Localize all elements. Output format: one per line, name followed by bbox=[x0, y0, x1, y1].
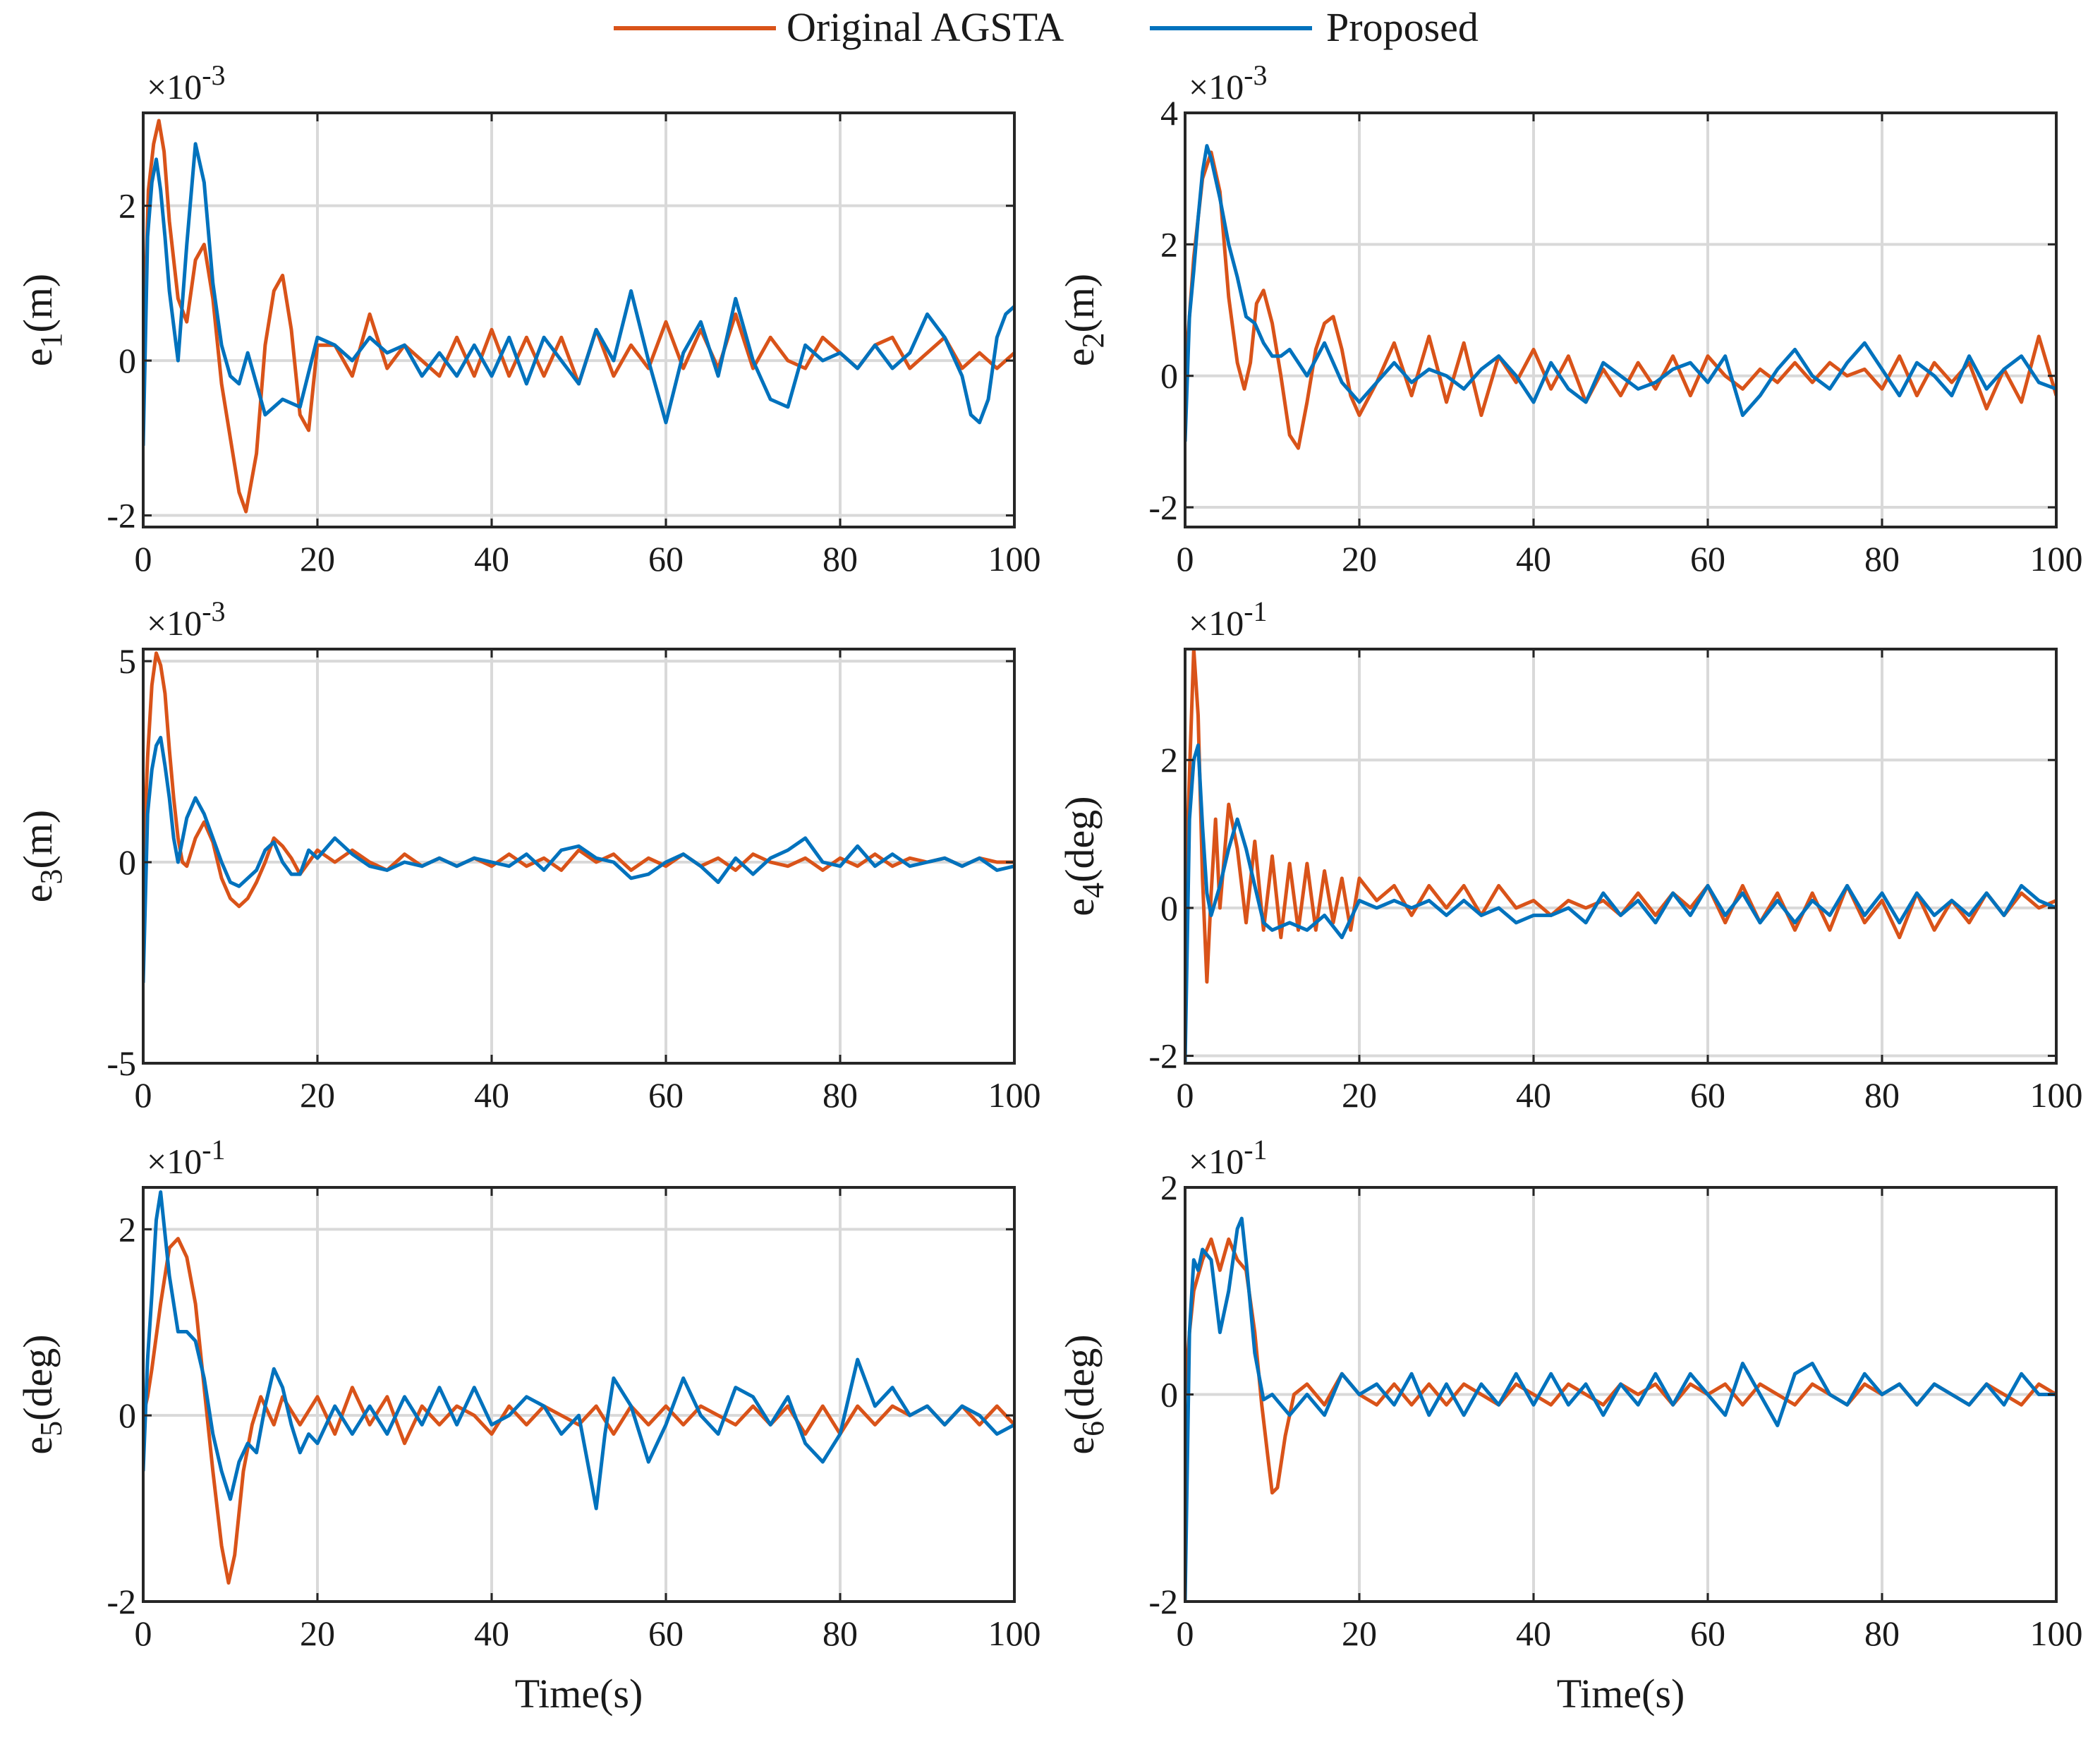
e2-series-original-agsta bbox=[1185, 150, 2056, 450]
e5-ytick-label-1: 0 bbox=[119, 1396, 136, 1435]
e6-exponent-label: ×10-1 bbox=[1189, 1134, 1268, 1181]
e4-xtick-label-1: 20 bbox=[1342, 1075, 1377, 1115]
e1-series-proposed bbox=[143, 142, 1014, 446]
e1-ylabel: e1(m) bbox=[15, 274, 68, 367]
e2-axes-frame bbox=[1184, 111, 2058, 528]
e6-xtick-label-4: 80 bbox=[1864, 1614, 1900, 1653]
e5-xlabel: Time(s) bbox=[515, 1671, 643, 1717]
e5-series-proposed bbox=[143, 1190, 1014, 1511]
e1-ytick-label-0: -2 bbox=[107, 496, 136, 535]
e4-xtick-label-0: 0 bbox=[1177, 1075, 1194, 1115]
e4-xtick-label-2: 40 bbox=[1516, 1075, 1551, 1115]
e4-ytick-label-2: 2 bbox=[1160, 740, 1178, 780]
e1-xtick-label-4: 80 bbox=[823, 539, 858, 579]
e3-xtick-label-3: 60 bbox=[648, 1075, 684, 1115]
e1-xtick-label-5: 100 bbox=[988, 539, 1041, 579]
e1-axes-frame bbox=[142, 111, 1016, 528]
e5-xtick-label-0: 0 bbox=[135, 1614, 152, 1653]
e2-ytick-label-2: 2 bbox=[1160, 224, 1178, 264]
e2-xtick-label-5: 100 bbox=[2030, 539, 2083, 579]
e3-exponent-label: ×10-3 bbox=[147, 595, 226, 643]
e1-xtick-label-2: 40 bbox=[474, 539, 509, 579]
subplot-e5: 0 20 40 60 80 100-202×10-1e5(deg)Time(s) bbox=[15, 1134, 1041, 1717]
e2-ylabel: e2(m) bbox=[1057, 274, 1110, 367]
e3-axes-frame bbox=[142, 648, 1016, 1065]
e2-xtick-label-1: 20 bbox=[1342, 539, 1377, 579]
e5-axes-frame bbox=[142, 1186, 1016, 1603]
e3-series-original-agsta bbox=[143, 651, 1014, 909]
subplot-e1: 0 20 40 60 80 100 -2 0 2 ×10-3 e1(m) bbox=[15, 59, 1041, 579]
e4-xtick-label-5: 100 bbox=[2030, 1075, 2083, 1115]
e2-xtick-label-4: 80 bbox=[1864, 539, 1900, 579]
e5-ytick-label-0: -2 bbox=[107, 1582, 136, 1621]
e6-xtick-label-0: 0 bbox=[1177, 1614, 1194, 1653]
e5-xtick-label-1: 20 bbox=[300, 1614, 335, 1653]
e5-xtick-label-5: 100 bbox=[988, 1614, 1041, 1653]
e5-ytick-label-2: 2 bbox=[119, 1209, 136, 1249]
e6-xtick-label-3: 60 bbox=[1690, 1614, 1725, 1653]
e5-xtick-label-2: 40 bbox=[474, 1614, 509, 1653]
e4-ylabel: e4(deg) bbox=[1057, 796, 1110, 916]
e1-exponent-label: ×10-3 bbox=[147, 59, 226, 107]
e6-series-original-agsta bbox=[1185, 1237, 2056, 1495]
e5-series-original-agsta bbox=[143, 1237, 1014, 1585]
e4-series-proposed bbox=[1185, 743, 2056, 1063]
e1-ytick-label-2: 2 bbox=[119, 186, 136, 226]
subplot-e2: 0 20 40 60 80 100 -2 0 2 4 ×10-3 e2(m) bbox=[1057, 59, 2083, 579]
subplot-e6: 0 20 40 60 80 100-202×10-1e6(deg)Time(s) bbox=[1057, 1134, 2083, 1717]
e4-series-original-agsta bbox=[1185, 649, 2056, 984]
e3-xtick-label-2: 40 bbox=[474, 1075, 509, 1115]
e1-ytick-label-1: 0 bbox=[119, 341, 136, 380]
e3-xtick-label-0: 0 bbox=[135, 1075, 152, 1115]
e4-xtick-label-4: 80 bbox=[1864, 1075, 1900, 1115]
e4-exponent-label: ×10-1 bbox=[1189, 595, 1268, 643]
e5-exponent-label: ×10-1 bbox=[147, 1134, 226, 1181]
e3-ytick-label-0: -5 bbox=[107, 1043, 136, 1083]
e2-xtick-label-3: 60 bbox=[1690, 539, 1725, 579]
e6-ytick-label-2: 2 bbox=[1160, 1168, 1178, 1207]
e6-xtick-label-1: 20 bbox=[1342, 1614, 1377, 1653]
e6-series-proposed bbox=[1185, 1216, 2056, 1602]
e6-xtick-label-5: 100 bbox=[2030, 1614, 2083, 1653]
e3-xtick-label-5: 100 bbox=[988, 1075, 1041, 1115]
e1-xtick-label-1: 20 bbox=[300, 539, 335, 579]
e3-ylabel: e3(m) bbox=[15, 810, 68, 903]
e4-axes-frame bbox=[1184, 648, 2058, 1065]
subplot-e4: 0 20 40 60 80 100-202×10-1e4(deg) bbox=[1057, 595, 2083, 1115]
e5-xtick-label-4: 80 bbox=[823, 1614, 858, 1653]
subplot-e3: 0 20 40 60 80 100-505×10-3e3(m) bbox=[15, 595, 1041, 1115]
e3-xtick-label-4: 80 bbox=[823, 1075, 858, 1115]
e4-ytick-label-1: 0 bbox=[1160, 888, 1178, 928]
legend-label-proposed: Proposed bbox=[1326, 4, 1479, 50]
e1-series-original-agsta bbox=[143, 119, 1014, 514]
e3-series-proposed bbox=[143, 735, 1014, 984]
e6-ylabel: e6(deg) bbox=[1057, 1334, 1110, 1454]
e2-xtick-label-0: 0 bbox=[1177, 539, 1194, 579]
e2-ytick-label-1: 0 bbox=[1160, 356, 1178, 396]
e4-ytick-label-0: -2 bbox=[1148, 1036, 1178, 1076]
e1-xtick-label-3: 60 bbox=[648, 539, 684, 579]
e2-ytick-label-3: 4 bbox=[1160, 93, 1178, 133]
e3-ytick-label-1: 0 bbox=[119, 842, 136, 882]
e4-xtick-label-3: 60 bbox=[1690, 1075, 1725, 1115]
e6-xtick-label-2: 40 bbox=[1516, 1614, 1551, 1653]
e2-exponent-label: ×10-3 bbox=[1189, 59, 1268, 107]
e6-ytick-label-1: 0 bbox=[1160, 1375, 1178, 1415]
subplot-grid: 0 20 40 60 80 100-202×10-3e1(m)0 20 40 60 80 100-2… bbox=[15, 59, 2083, 1717]
e2-ytick-label-0: -2 bbox=[1148, 488, 1178, 527]
legend-label-original-agsta: Original AGSTA bbox=[787, 4, 1064, 50]
e3-ytick-label-2: 5 bbox=[119, 641, 136, 681]
legend: Original AGSTA Proposed bbox=[614, 4, 1479, 50]
e6-ytick-label-0: -2 bbox=[1148, 1582, 1178, 1621]
e3-xtick-label-1: 20 bbox=[300, 1075, 335, 1115]
e5-xtick-label-3: 60 bbox=[648, 1614, 684, 1653]
e2-xtick-label-2: 40 bbox=[1516, 539, 1551, 579]
e1-xtick-label-0: 0 bbox=[135, 539, 152, 579]
e2-series-proposed bbox=[1185, 144, 2056, 442]
e5-ylabel: e5(deg) bbox=[15, 1334, 68, 1454]
e6-xlabel: Time(s) bbox=[1557, 1671, 1685, 1717]
